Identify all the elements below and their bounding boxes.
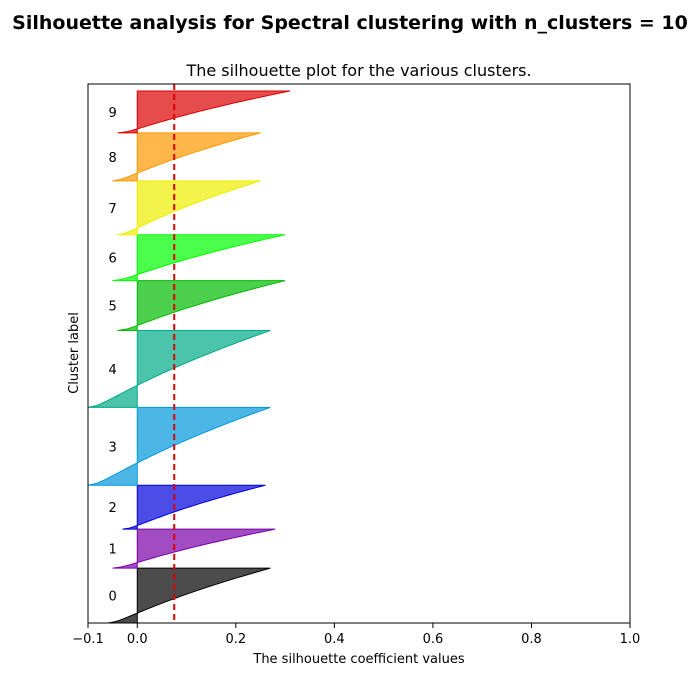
plot-area: 0 1 2 3 4 5 6 7 8 9 xyxy=(87,83,631,624)
cluster-8-silhouette: 8 xyxy=(108,132,261,182)
plot-frame xyxy=(87,83,631,624)
cluster-0-label: 0 xyxy=(108,590,116,605)
cluster-1-area xyxy=(112,528,276,569)
x-tick-label: 0.0 xyxy=(127,632,148,647)
cluster-1-silhouette: 1 xyxy=(108,528,276,569)
cluster-5-area xyxy=(117,280,286,332)
x-tick-label: 0.6 xyxy=(423,632,444,647)
cluster-9-silhouette: 9 xyxy=(108,90,291,134)
x-tick-label: 0.2 xyxy=(225,632,246,647)
cluster-6-silhouette: 6 xyxy=(108,234,286,282)
cluster-3-label: 3 xyxy=(108,440,116,455)
cluster-2-silhouette: 2 xyxy=(108,484,266,530)
cluster-7-label: 7 xyxy=(108,202,116,217)
cluster-5-label: 5 xyxy=(108,300,116,315)
x-tick-label: 0.8 xyxy=(521,632,542,647)
cluster-4-label: 4 xyxy=(108,363,116,378)
cluster-1-label: 1 xyxy=(108,543,116,558)
cluster-5-silhouette: 5 xyxy=(108,280,286,332)
cluster-9-area xyxy=(117,90,291,134)
cluster-0-silhouette: 0 xyxy=(107,567,271,624)
clusters-layer: 0 1 2 3 4 5 6 7 8 9 xyxy=(87,90,291,624)
cluster-6-area xyxy=(112,234,286,282)
x-axis: −0.1 0.0 0.2 0.4 0.6 0.8 1.0 xyxy=(72,623,640,647)
figure-suptitle: Silhouette analysis for Spectral cluster… xyxy=(12,12,688,34)
y-axis-label: Cluster label xyxy=(67,312,82,394)
x-tick-label: −0.1 xyxy=(72,632,104,647)
chart-title: The silhouette plot for the various clus… xyxy=(185,61,531,80)
cluster-8-area xyxy=(112,132,261,182)
cluster-8-label: 8 xyxy=(108,151,116,166)
cluster-2-area xyxy=(122,484,266,530)
cluster-9-label: 9 xyxy=(108,106,116,121)
x-axis-label: The silhouette coefficient values xyxy=(252,652,464,667)
cluster-7-silhouette: 7 xyxy=(108,180,261,236)
x-tick-label: 1.0 xyxy=(620,632,641,647)
cluster-6-label: 6 xyxy=(108,252,116,267)
cluster-4-silhouette: 4 xyxy=(87,330,271,408)
cluster-7-area xyxy=(117,180,261,236)
cluster-3-silhouette: 3 xyxy=(87,406,271,486)
cluster-0-area xyxy=(107,567,271,624)
x-tick-label: 0.4 xyxy=(324,632,345,647)
cluster-2-label: 2 xyxy=(108,501,116,516)
